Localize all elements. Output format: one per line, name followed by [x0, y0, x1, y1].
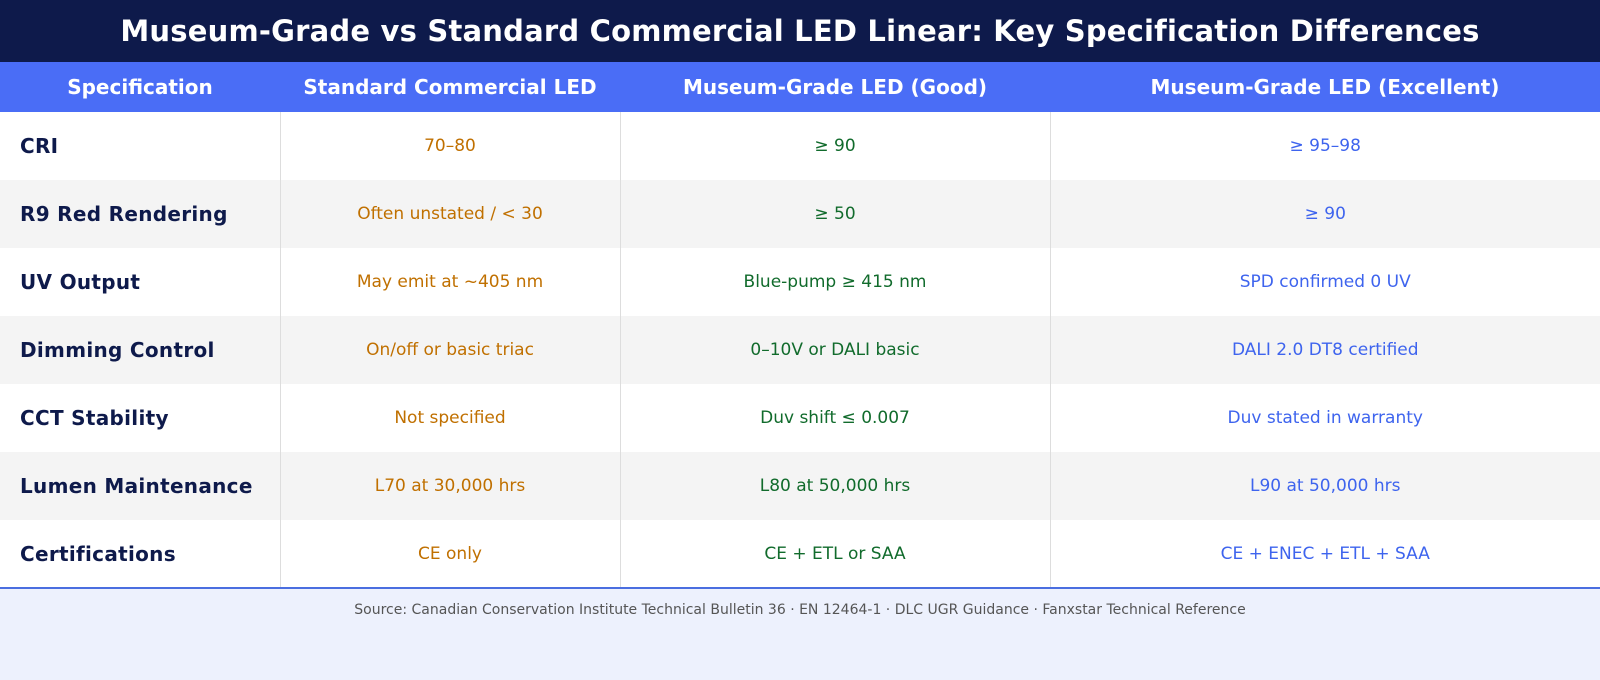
title-bar: Museum-Grade vs Standard Commercial LED … — [0, 0, 1600, 62]
column-header-standard: Standard Commercial LED — [303, 75, 597, 99]
spec-comparison-table: Specification Standard Commercial LED Mu… — [0, 62, 1600, 589]
table-header-row: Specification Standard Commercial LED Mu… — [0, 62, 1600, 112]
table-row: Dimming Control On/off or basic triac 0–… — [0, 316, 1600, 384]
standard-value-cell: On/off or basic triac — [279, 316, 620, 384]
column-header-good: Museum-Grade LED (Good) — [682, 75, 988, 99]
excellent-value-cell: L90 at 50,000 hrs — [1049, 452, 1600, 520]
table-row: UV Output May emit at ~405 nm Blue-pump … — [0, 248, 1600, 316]
excellent-value-cell: CE + ENEC + ETL + SAA — [1049, 520, 1600, 588]
standard-value-cell: Often unstated / < 30 — [279, 180, 620, 248]
good-value-cell: Blue-pump ≥ 415 nm — [619, 248, 1050, 316]
good-value-cell: ≥ 90 — [619, 112, 1050, 180]
spec-name-cell: UV Output — [20, 270, 141, 294]
standard-value-cell: L70 at 30,000 hrs — [279, 452, 620, 520]
good-value-cell: CE + ETL or SAA — [619, 520, 1050, 588]
excellent-value-cell: ≥ 90 — [1049, 180, 1600, 248]
source-footer: Source: Canadian Conservation Institute … — [0, 589, 1600, 677]
good-value-cell: ≥ 50 — [619, 180, 1050, 248]
spec-name-cell: CCT Stability — [20, 406, 169, 430]
standard-value-cell: CE only — [279, 520, 620, 588]
spec-name-cell: Certifications — [20, 541, 176, 566]
table-row: CCT Stability Not specified Duv shift ≤ … — [0, 384, 1600, 452]
page-title: Museum-Grade vs Standard Commercial LED … — [120, 14, 1480, 48]
standard-value-cell: Not specified — [279, 384, 620, 452]
standard-value-cell: 70–80 — [279, 112, 620, 180]
standard-value-cell: May emit at ~405 nm — [279, 248, 620, 316]
good-value-cell: L80 at 50,000 hrs — [619, 452, 1050, 520]
excellent-value-cell: SPD confirmed 0 UV — [1049, 248, 1600, 316]
good-value-cell: 0–10V or DALI basic — [619, 316, 1050, 384]
spec-name-cell: Lumen Maintenance — [20, 474, 253, 498]
table-row: Lumen Maintenance L70 at 30,000 hrs L80 … — [0, 452, 1600, 520]
good-value-cell: Duv shift ≤ 0.007 — [619, 384, 1050, 452]
spec-name-cell: R9 Red Rendering — [20, 202, 228, 226]
spec-name-cell: Dimming Control — [20, 338, 215, 362]
excellent-value-cell: ≥ 95–98 — [1049, 112, 1600, 180]
column-header-specification: Specification — [67, 75, 213, 99]
excellent-value-cell: Duv stated in warranty — [1049, 384, 1600, 452]
table-row: R9 Red Rendering Often unstated / < 30 ≥… — [0, 180, 1600, 248]
table-row: CRI 70–80 ≥ 90 ≥ 95–98 — [0, 112, 1600, 180]
spec-name-cell: CRI — [20, 134, 59, 158]
source-note: Source: Canadian Conservation Institute … — [354, 602, 1246, 618]
table-row: Certifications CE only CE + ETL or SAA C… — [0, 520, 1600, 588]
excellent-value-cell: DALI 2.0 DT8 certified — [1049, 316, 1600, 384]
column-header-excellent: Museum-Grade LED (Excellent) — [1150, 75, 1500, 99]
